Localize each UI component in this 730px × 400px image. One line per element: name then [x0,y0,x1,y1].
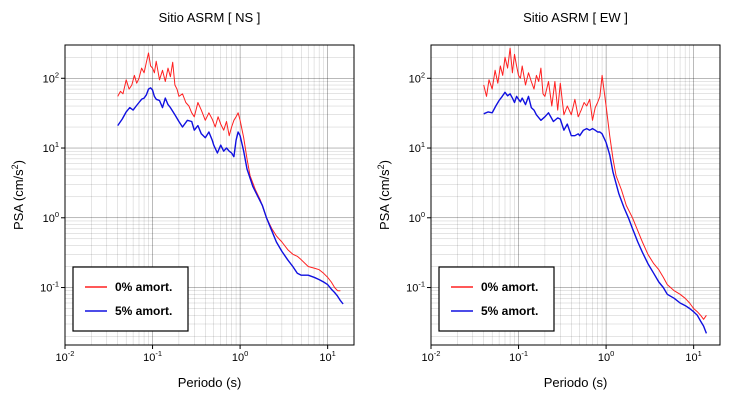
series-line-damped [483,91,708,334]
series-line-damped [117,87,344,305]
x-tick-base: 10 [319,352,331,364]
y-axis-label-sup: 2 [10,164,20,169]
y-tick-label: 100 [43,210,59,225]
y-tick-label: 100 [409,210,425,225]
y-tick-exp: 2 [55,70,59,79]
grid [64,44,355,345]
y-axis-label: PSA (cm/s2) [376,160,392,230]
y-tick-exp: 2 [421,70,425,79]
y-axis-label-end: ) [377,160,392,164]
x-tick-exp: -1 [521,349,528,358]
y-tick-label: 101 [409,140,425,155]
x-tick-exp: 1 [332,349,336,358]
x-axis-label: Periodo (s) [178,375,242,390]
y-axis-label-end: ) [11,160,26,164]
legend-label: 5% amort. [115,304,172,318]
legend-label: 5% amort. [481,304,538,318]
x-tick-label: 10-1 [143,349,162,364]
legend-box [72,266,189,332]
y-tick-label: 102 [43,70,59,85]
x-tick-exp: -2 [434,349,441,358]
x-tick-label: 101 [319,349,335,364]
chart-panel-ns: Sitio ASRM [ NS ]10-2 10-1 100 10110-110010… [10,10,355,390]
y-tick-base: 10 [406,283,418,295]
x-tick-label: 10-1 [509,349,528,364]
x-tick-label: 10-2 [56,349,75,364]
plot-frame [430,44,721,346]
legend: 0% amort. 5% amort. [72,266,189,332]
y-tick-exp: 1 [55,140,59,149]
y-axis-label: PSA (cm/s2) [10,160,26,230]
x-axis-label: Periodo (s) [544,375,608,390]
y-tick-base: 10 [43,143,55,155]
x-tick-base: 10 [685,352,697,364]
y-tick-base: 10 [40,283,52,295]
x-tick-base: 10 [232,352,244,364]
x-tick-exp: -1 [155,349,162,358]
legend: 0% amort. 5% amort. [438,266,555,332]
y-tick-base: 10 [43,73,55,85]
legend-label: 0% amort. [115,280,172,294]
x-tick-exp: 1 [698,349,702,358]
y-tick-exp: -1 [418,280,425,289]
series-line-undamped [117,52,341,292]
chart-panel-ew: Sitio ASRM [ EW ]10-2 10-1 100 10110-110010… [376,10,721,390]
legend-label: 0% amort. [481,280,538,294]
x-tick-label: 100 [598,349,614,364]
x-tick-base: 10 [56,352,68,364]
chart-title: Sitio ASRM [ NS ] [159,10,261,25]
y-tick-exp: 1 [421,140,425,149]
x-tick-base: 10 [143,352,155,364]
series-line-undamped [483,47,707,320]
y-tick-base: 10 [409,143,421,155]
x-tick-base: 10 [598,352,610,364]
y-tick-label: 101 [43,140,59,155]
x-tick-exp: 0 [610,349,614,358]
plot-frame [64,44,355,346]
y-tick-label: 102 [409,70,425,85]
x-tick-label: 101 [685,349,701,364]
y-axis-label-main: PSA (cm/s [11,169,26,230]
y-tick-base: 10 [409,213,421,225]
y-tick-label: 10-1 [406,280,425,295]
y-tick-exp: -1 [52,280,59,289]
y-axis-label-main: PSA (cm/s [377,169,392,230]
y-tick-label: 10-1 [40,280,59,295]
legend-box [438,266,555,332]
x-tick-exp: -2 [68,349,75,358]
y-tick-exp: 0 [55,210,59,219]
x-tick-label: 100 [232,349,248,364]
x-tick-base: 10 [509,352,521,364]
y-tick-exp: 0 [421,210,425,219]
chart-title: Sitio ASRM [ EW ] [523,10,628,25]
x-tick-exp: 0 [244,349,248,358]
x-tick-base: 10 [422,352,434,364]
x-tick-label: 10-2 [422,349,441,364]
y-tick-base: 10 [43,213,55,225]
y-axis-label-sup: 2 [376,164,386,169]
y-tick-base: 10 [409,73,421,85]
